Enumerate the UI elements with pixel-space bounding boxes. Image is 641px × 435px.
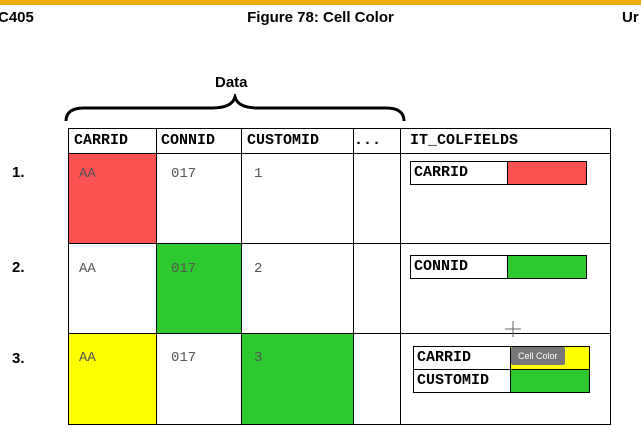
grid-line (610, 128, 611, 425)
grid-line (68, 153, 355, 154)
grid-line (353, 153, 400, 154)
cell-row1-connid: 017 (171, 166, 197, 182)
header-right-text: Ur (622, 9, 639, 26)
colfield-name: CARRID (414, 347, 511, 369)
colfield-color-swatch (508, 256, 586, 278)
grid-line (401, 424, 611, 425)
grid-line (353, 333, 400, 334)
cell-row2-carrid: AA (79, 261, 96, 277)
colfield-color-swatch (508, 162, 586, 184)
cell-color-green (157, 244, 241, 333)
column-header-it-colfields: IT_COLFIELDS (410, 132, 519, 149)
column-header-connid: CONNID (161, 132, 216, 149)
cell-row3-connid: 017 (171, 350, 197, 366)
colfield-name: CUSTOMID (414, 370, 511, 392)
top-accent-bar (0, 0, 641, 5)
crosshair-cursor-icon (505, 321, 521, 337)
cell-row1-carrid: AA (79, 166, 96, 182)
data-brace-label: Data (215, 74, 248, 91)
grid-line (353, 243, 400, 244)
row-number-3: 3. (12, 350, 25, 367)
cell-row2-connid: 017 (171, 261, 197, 277)
cell-color-red (69, 154, 156, 243)
grid-line (353, 128, 354, 425)
column-header-more: ... (354, 132, 382, 149)
colfield-row1: CARRID (410, 161, 587, 185)
cell-row3-customid: 3 (254, 350, 263, 366)
cell-row3-carrid: AA (79, 350, 96, 366)
figure-title: Figure 78: Cell Color (247, 9, 394, 26)
grid-line (401, 128, 611, 129)
grid-line (353, 424, 400, 425)
cell-color-tooltip: Cell Color (511, 347, 565, 365)
grid-line (68, 243, 355, 244)
grid-line (68, 424, 355, 425)
grid-line (401, 243, 611, 244)
row-number-1: 1. (12, 164, 25, 181)
cell-row1-customid: 1 (254, 166, 263, 182)
grid-line (401, 333, 611, 334)
grid-line (353, 128, 400, 129)
grid-line (400, 128, 401, 425)
colfield-name: CARRID (411, 162, 508, 184)
column-header-customid: CUSTOMID (247, 132, 320, 149)
grid-line (68, 333, 355, 334)
grid-line (241, 128, 242, 425)
column-header-carrid: CARRID (74, 132, 129, 149)
curly-brace-icon (64, 94, 406, 122)
grid-line (156, 128, 157, 425)
grid-line (68, 128, 355, 129)
grid-line (401, 153, 611, 154)
cell-color-green-2 (242, 334, 353, 424)
cell-row2-customid: 2 (254, 261, 263, 277)
row-number-2: 2. (12, 259, 25, 276)
grid-line (68, 128, 69, 425)
cell-color-yellow (69, 334, 156, 424)
colfield-color-swatch (511, 370, 589, 392)
colfield-name: CONNID (411, 256, 508, 278)
header-left-text: C405 (0, 9, 34, 26)
colfield-row2: CONNID (410, 255, 587, 279)
colfield-row3-b: CUSTOMID (413, 369, 590, 393)
